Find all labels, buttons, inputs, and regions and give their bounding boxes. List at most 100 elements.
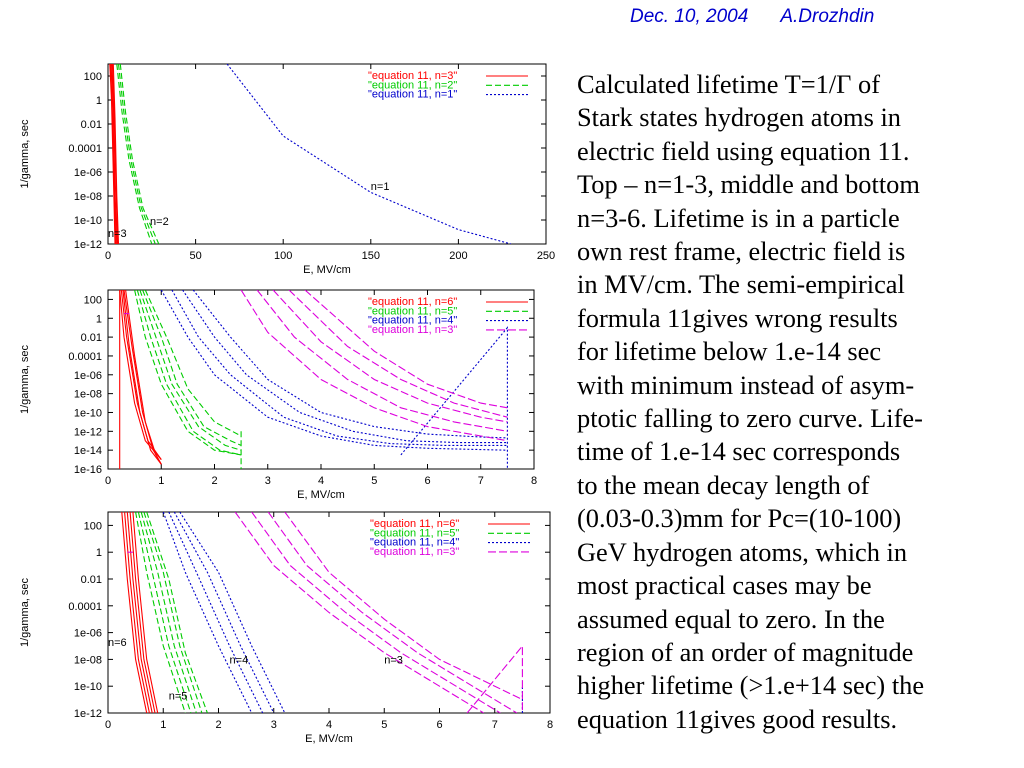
x-axis-label: E, MV/cm [303, 264, 351, 276]
series-line [112, 64, 120, 244]
x-tick-label: 0 [105, 475, 111, 487]
series-line [466, 644, 523, 713]
series-line [304, 290, 508, 409]
y-tick-label: 1 [96, 95, 102, 107]
description-line: in MV/cm. The semi-empirical [577, 269, 905, 300]
y-tick-label: 1e-14 [74, 445, 102, 457]
x-tick-label: 2 [211, 475, 217, 487]
description-line: assumed equal to zero. In the [577, 603, 885, 634]
legend-label: "equation 11, n=3" [368, 324, 457, 336]
y-tick-label: 0.0001 [68, 351, 102, 363]
description-line: electric field using equation 11. [577, 135, 910, 166]
y-tick-label: 1e-12 [74, 426, 102, 438]
description-line: formula 11gives wrong results [577, 302, 898, 333]
series-line [140, 512, 197, 713]
legend-label: "equation 11, n=2" [368, 79, 457, 91]
series-line [109, 64, 116, 244]
x-tick-label: 4 [326, 719, 332, 731]
y-tick-label: 1e-06 [74, 370, 102, 382]
series-line [110, 64, 117, 244]
series-line [256, 290, 508, 432]
description-line: own rest frame, electric field is [577, 236, 906, 267]
series-line [116, 64, 153, 244]
series-line [135, 512, 186, 713]
header: Dec. 10, 2004 A.Drozhdin [630, 6, 906, 28]
series-line [139, 290, 242, 451]
curve-annotation: n=3 [384, 654, 403, 666]
y-tick-label: 0.01 [81, 332, 102, 344]
y-tick-label: 100 [84, 294, 102, 306]
curve-annotation: n=1 [371, 181, 390, 193]
series-line [146, 512, 208, 713]
y-tick-label: 100 [84, 520, 102, 532]
x-axis-label: E, MV/cm [297, 489, 345, 500]
x-tick-label: 50 [189, 250, 201, 262]
curve-annotation: n=3 [108, 228, 127, 240]
y-tick-label: 1e-10 [74, 681, 102, 693]
series-line [272, 290, 508, 423]
plot-frame [107, 63, 547, 245]
series-line [124, 512, 150, 713]
series-line [132, 512, 159, 713]
legend-label: "equation 11, n=6" [370, 518, 459, 530]
x-tick-label: 6 [424, 475, 430, 487]
y-tick-label: 100 [84, 71, 102, 83]
y-tick-label: 1e-08 [74, 191, 102, 203]
series-line [267, 512, 518, 713]
x-tick-label: 3 [271, 719, 277, 731]
legend-label: "equation 11, n=1" [368, 89, 457, 101]
y-tick-label: 1e-16 [74, 464, 102, 476]
y-tick-label: 1 [96, 547, 102, 559]
series-line [137, 512, 192, 713]
description-line: time of 1.e-14 sec corresponds [577, 436, 901, 467]
series-line [125, 290, 162, 465]
series-line [110, 64, 118, 244]
x-tick-label: 7 [478, 475, 484, 487]
series-line [173, 512, 275, 713]
legend-label: "equation 11, n=4" [368, 315, 457, 327]
header-author: A.Drozhdin [780, 6, 875, 27]
legend-label: "equation 11, n=6" [368, 296, 457, 308]
description-line: Calculated lifetime T=1/Γ of [577, 69, 881, 99]
legend-label: "equation 11, n=5" [368, 305, 457, 317]
x-tick-label: 4 [318, 475, 324, 487]
series-line [119, 290, 162, 460]
chart-bottom: 100 1 0.01 0.0001 1e-06 1e-08 1e-10 1e-120 1 2 3 4 5… [19, 511, 553, 745]
description: Calculated lifetime T=1/Γ of Stark states… [577, 68, 1022, 736]
series-line [136, 290, 242, 456]
series-line [240, 290, 508, 442]
curve-annotation: n=6 [108, 637, 127, 649]
description-line: most practical cases may be [577, 570, 872, 601]
y-tick-label: 0.0001 [68, 143, 102, 155]
y-tick-label: 1e-12 [74, 239, 102, 251]
series-line [192, 290, 508, 439]
series-line [182, 290, 508, 444]
x-tick-label: 0 [105, 250, 111, 262]
y-tick-label: 1e-08 [74, 389, 102, 401]
series-line [234, 512, 484, 713]
series-line [119, 64, 160, 244]
y-tick-label: 0.0001 [68, 601, 102, 613]
y-tick-label: 1e-10 [74, 407, 102, 419]
series-line [121, 512, 148, 713]
series-line [162, 512, 253, 713]
x-tick-label: 250 [537, 250, 555, 262]
series-line [160, 290, 508, 451]
x-tick-label: 0 [105, 719, 111, 731]
x-tick-label: 100 [274, 250, 292, 262]
chart-middle: 100 1 0.01 0.0001 1e-06 1e-08 1e-10 1e-12 1e-14 1… [19, 289, 537, 500]
series-line [284, 512, 523, 701]
legend-label: "equation 11, n=3" [370, 546, 459, 558]
description-line: n=3-6. Lifetime is in a particle [577, 202, 900, 233]
chart-top: 100 1 0.01 0.0001 1e-06 1e-08 1e-10 1e-120 50 100… [19, 63, 555, 276]
series-line [117, 64, 156, 244]
series-line [143, 512, 203, 713]
series-line [111, 64, 119, 244]
x-tick-label: 200 [449, 250, 467, 262]
series-line [142, 290, 242, 446]
x-tick-label: 1 [160, 719, 166, 731]
x-tick-label: 5 [371, 475, 377, 487]
y-axis-label: 1/gamma, sec [19, 119, 31, 189]
x-tick-label: 2 [215, 719, 221, 731]
y-tick-label: 1e-06 [74, 628, 102, 640]
